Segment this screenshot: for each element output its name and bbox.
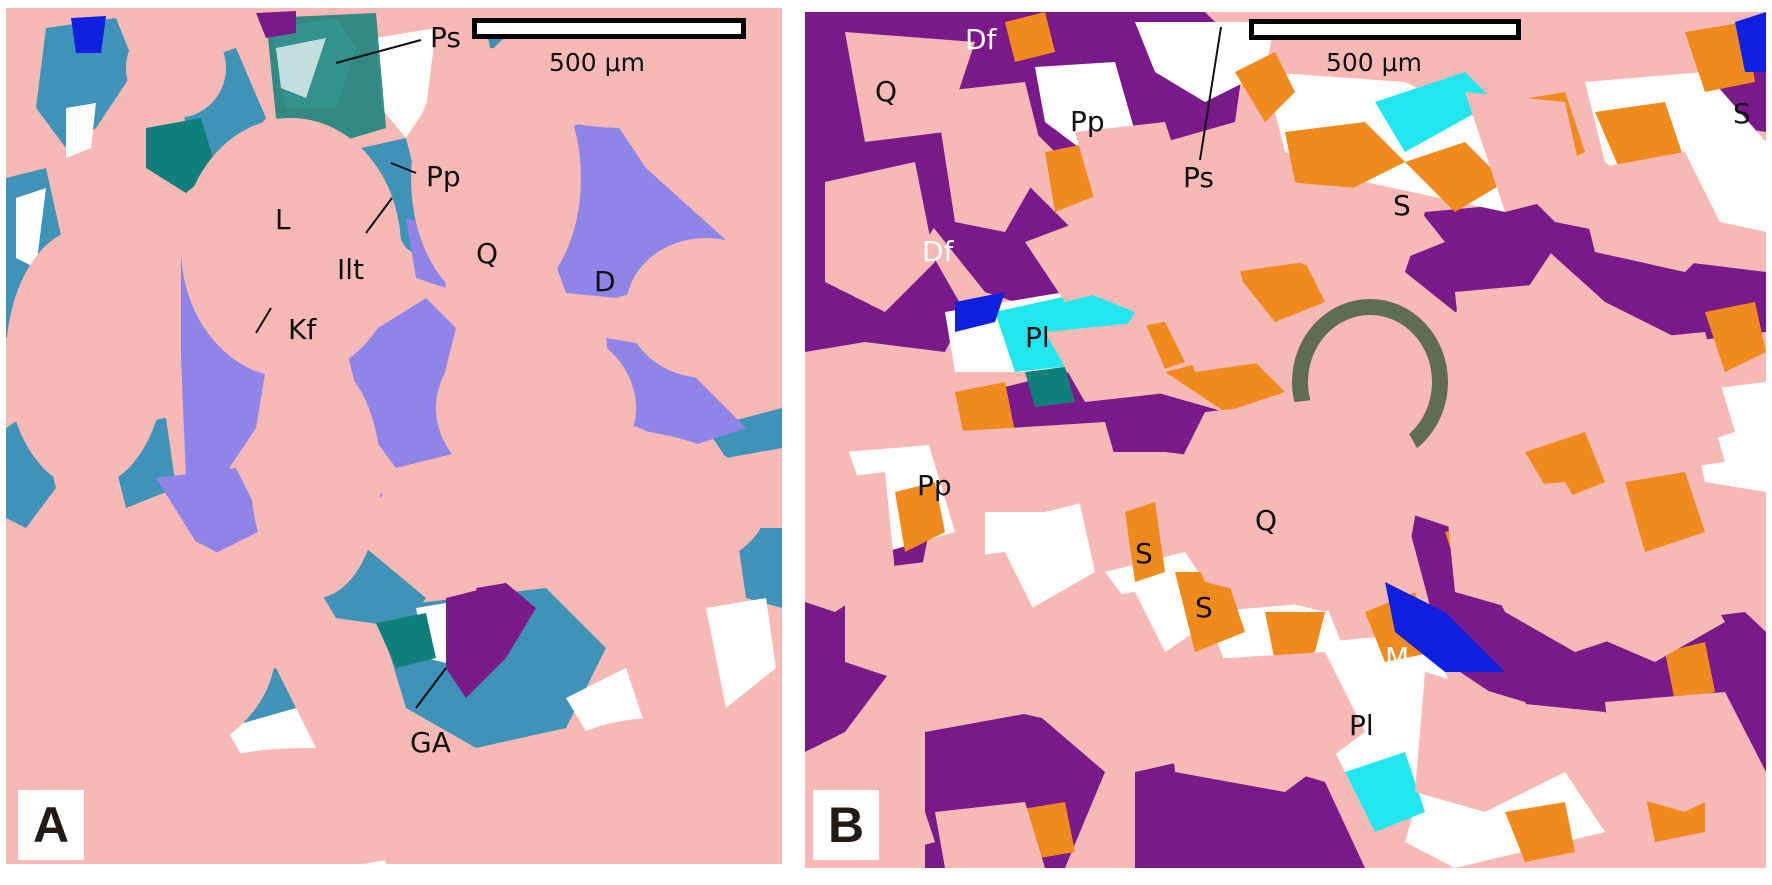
label-df-mid: Df	[922, 235, 954, 268]
scale-bar	[472, 18, 746, 39]
label-d: D	[594, 265, 616, 298]
label-q-center: Q	[1255, 504, 1278, 537]
label-pl-mid: Pl	[1025, 321, 1050, 354]
label-pp: Pp	[426, 160, 461, 193]
label-pp-left: Pp	[917, 469, 952, 502]
scale-bar-label: 500 μm	[549, 48, 645, 77]
label-kf: Kf	[288, 313, 317, 346]
label-ilt: Ilt	[337, 253, 365, 286]
panel-letter-a: A	[18, 790, 84, 860]
label-ps: Ps	[1183, 161, 1214, 194]
panel-a-mineral-shapes	[6, 8, 782, 864]
scale-bar	[1249, 19, 1521, 40]
label-q: Q	[476, 237, 499, 270]
label-pp-top: Pp	[1070, 105, 1105, 138]
label-ps: Ps	[430, 21, 461, 54]
panel-b-mineral-map: 500 μm Df Q Pp Ps S S Df Pl Pp S Q S M P…	[805, 12, 1766, 868]
scale-bar-label: 500 μm	[1326, 48, 1422, 77]
panel-a-mineral-map: 500 μm Ps Pp L Ilt Q D Kf GA A	[6, 8, 782, 864]
label-l: L	[275, 203, 291, 236]
label-ga: GA	[410, 726, 451, 759]
label-q-top: Q	[875, 75, 898, 108]
label-s-right: S	[1393, 189, 1411, 222]
label-m: M	[1385, 641, 1410, 674]
label-s-top-right: S	[1733, 97, 1751, 130]
label-df-top: Df	[965, 23, 997, 56]
label-s-center: S	[1135, 537, 1153, 570]
label-s-lower: S	[1195, 591, 1213, 624]
panel-letter-b: B	[813, 790, 879, 860]
panel-b-mineral-shapes	[805, 12, 1766, 868]
label-pl-bottom: Pl	[1349, 709, 1374, 742]
